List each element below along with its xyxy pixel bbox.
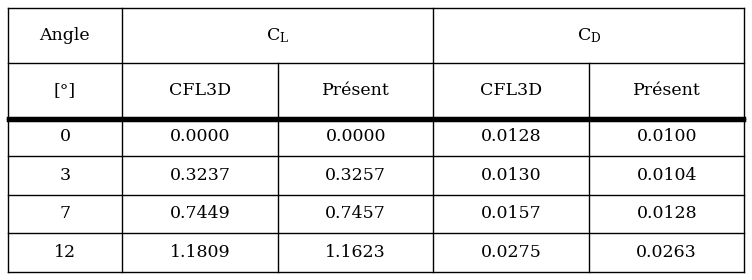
Text: 0.0128: 0.0128 xyxy=(481,128,541,145)
Text: 0.0130: 0.0130 xyxy=(481,167,541,184)
Text: 0.0275: 0.0275 xyxy=(481,244,541,261)
Text: 0.0263: 0.0263 xyxy=(636,244,697,261)
Text: 0.7457: 0.7457 xyxy=(325,205,386,222)
Text: 0.0000: 0.0000 xyxy=(170,128,230,145)
Text: CFL3D: CFL3D xyxy=(480,82,542,99)
Text: 12: 12 xyxy=(54,244,76,261)
Text: 0.0000: 0.0000 xyxy=(326,128,386,145)
Text: $\mathregular{C_D}$: $\mathregular{C_D}$ xyxy=(577,26,601,45)
Text: $\mathregular{C_L}$: $\mathregular{C_L}$ xyxy=(266,26,290,45)
Text: 0.0100: 0.0100 xyxy=(636,128,697,145)
Text: 0: 0 xyxy=(59,128,71,145)
Text: CFL3D: CFL3D xyxy=(169,82,231,99)
Text: 7: 7 xyxy=(59,205,71,222)
Text: Angle: Angle xyxy=(40,27,90,44)
Text: 0.0104: 0.0104 xyxy=(636,167,697,184)
Text: 0.0157: 0.0157 xyxy=(481,205,541,222)
Text: [°]: [°] xyxy=(54,82,76,99)
Text: Présent: Présent xyxy=(322,82,390,99)
Text: 1.1623: 1.1623 xyxy=(326,244,386,261)
Text: 0.3257: 0.3257 xyxy=(325,167,386,184)
Text: 0.7449: 0.7449 xyxy=(170,205,230,222)
Text: 3: 3 xyxy=(59,167,71,184)
Text: 1.1809: 1.1809 xyxy=(170,244,230,261)
Text: Présent: Présent xyxy=(633,82,701,99)
Text: 0.3237: 0.3237 xyxy=(170,167,231,184)
Text: 0.0128: 0.0128 xyxy=(636,205,697,222)
